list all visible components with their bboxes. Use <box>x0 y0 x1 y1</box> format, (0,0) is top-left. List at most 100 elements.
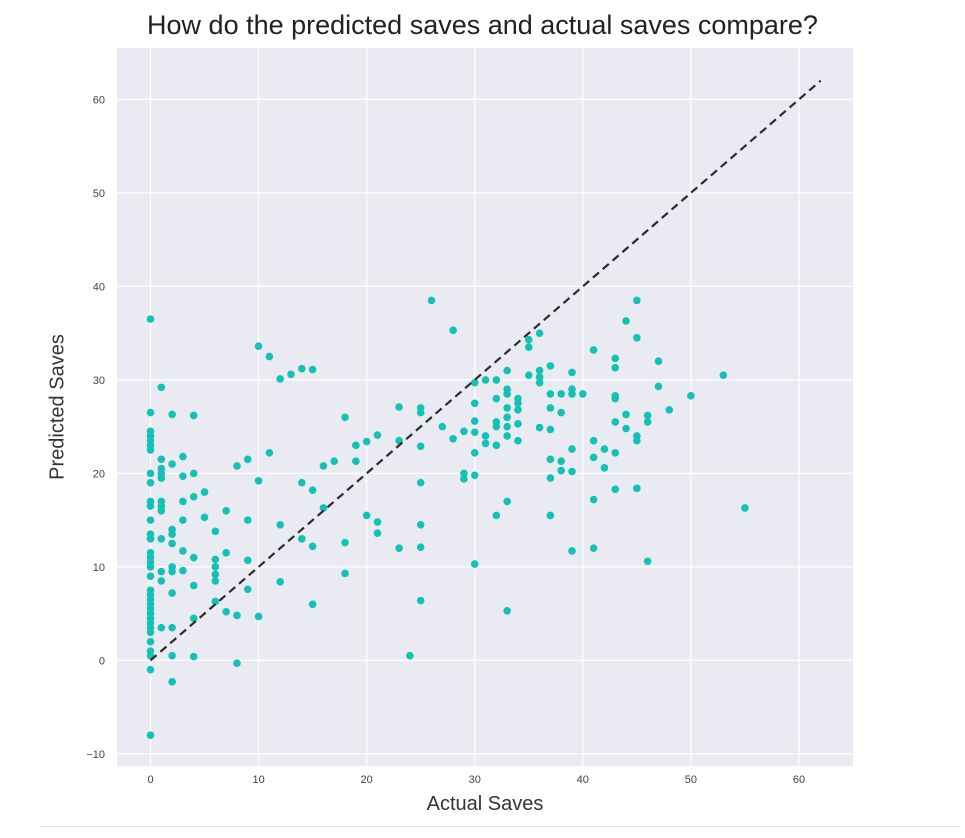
data-point <box>633 436 641 445</box>
reference-line <box>149 79 822 662</box>
data-point <box>298 364 306 373</box>
data-point <box>362 511 371 520</box>
data-point <box>460 469 468 478</box>
data-point <box>503 390 511 398</box>
data-point <box>211 597 220 606</box>
data-point <box>460 475 468 483</box>
data-point <box>481 432 490 440</box>
data-point <box>168 678 176 686</box>
x-tick-label: 20 <box>361 774 373 786</box>
data-point <box>546 404 555 412</box>
data-point <box>470 399 479 408</box>
data-point <box>492 441 501 450</box>
data-point <box>611 485 620 494</box>
x-axis-label: Actual Saves <box>426 793 544 815</box>
data-point <box>568 445 576 453</box>
data-point <box>492 511 501 520</box>
x-tick-label: 10 <box>252 774 264 786</box>
data-point <box>492 376 501 384</box>
data-point <box>168 589 176 597</box>
data-point <box>308 486 317 495</box>
data-point <box>654 382 663 391</box>
data-point <box>719 371 728 380</box>
data-point <box>157 455 166 464</box>
data-point <box>665 406 674 414</box>
data-point <box>146 572 155 581</box>
data-point <box>470 428 479 437</box>
data-point <box>211 527 220 536</box>
data-point <box>308 600 317 609</box>
data-point <box>470 449 479 457</box>
data-point <box>298 535 306 543</box>
data-point <box>449 434 457 443</box>
data-point <box>492 394 501 403</box>
data-point <box>546 390 555 398</box>
data-point <box>589 346 598 354</box>
data-point <box>395 544 403 552</box>
data-point <box>200 513 209 522</box>
data-point <box>233 611 241 620</box>
data-point <box>600 445 609 453</box>
data-point <box>589 453 598 462</box>
y-tick-label: 30 <box>93 375 105 387</box>
data-point <box>189 492 198 501</box>
data-point <box>460 427 468 436</box>
data-point <box>416 478 425 487</box>
y-tick-label: 50 <box>93 188 105 200</box>
data-point <box>211 563 220 571</box>
data-point <box>557 466 565 475</box>
data-point <box>157 567 166 576</box>
x-tick-label: 30 <box>469 774 481 786</box>
data-point <box>535 423 544 432</box>
data-point <box>168 539 176 548</box>
data-point <box>146 408 155 417</box>
data-point <box>189 652 198 661</box>
y-tick-label: 40 <box>93 281 105 293</box>
data-point <box>514 406 522 414</box>
data-point <box>233 462 241 470</box>
data-point <box>470 417 479 425</box>
data-point <box>524 335 533 344</box>
data-point <box>146 530 155 538</box>
data-point <box>222 506 230 515</box>
x-tick-label: 0 <box>147 774 153 786</box>
data-point <box>546 425 555 434</box>
data-point <box>189 581 198 590</box>
data-point <box>254 477 263 485</box>
data-point <box>168 651 176 660</box>
data-point <box>514 399 522 408</box>
data-point <box>276 578 284 586</box>
data-point <box>211 570 220 579</box>
data-point <box>503 422 511 431</box>
data-point <box>179 452 187 461</box>
data-point <box>373 518 382 526</box>
data-point <box>470 560 479 568</box>
data-point <box>633 334 641 342</box>
data-point <box>157 474 166 482</box>
data-point <box>449 326 457 335</box>
data-point <box>546 362 555 370</box>
data-point <box>341 569 349 578</box>
data-point <box>319 504 328 512</box>
data-point <box>146 549 155 557</box>
plot-background <box>117 48 853 766</box>
data-point <box>276 520 284 529</box>
y-tick-label: 20 <box>93 468 105 480</box>
data-point <box>557 457 565 466</box>
data-point <box>503 404 511 412</box>
data-point <box>298 478 306 487</box>
data-point <box>254 612 263 621</box>
data-point <box>535 329 544 337</box>
data-point <box>189 411 198 420</box>
data-point <box>416 543 425 552</box>
data-point <box>633 296 641 305</box>
data-point <box>568 467 576 476</box>
y-tick-label: 10 <box>93 562 105 574</box>
data-point <box>287 370 295 379</box>
x-tick-label: 50 <box>685 774 697 786</box>
data-point <box>330 457 339 466</box>
data-point <box>211 577 220 585</box>
data-point <box>654 357 663 365</box>
divider <box>40 826 960 827</box>
